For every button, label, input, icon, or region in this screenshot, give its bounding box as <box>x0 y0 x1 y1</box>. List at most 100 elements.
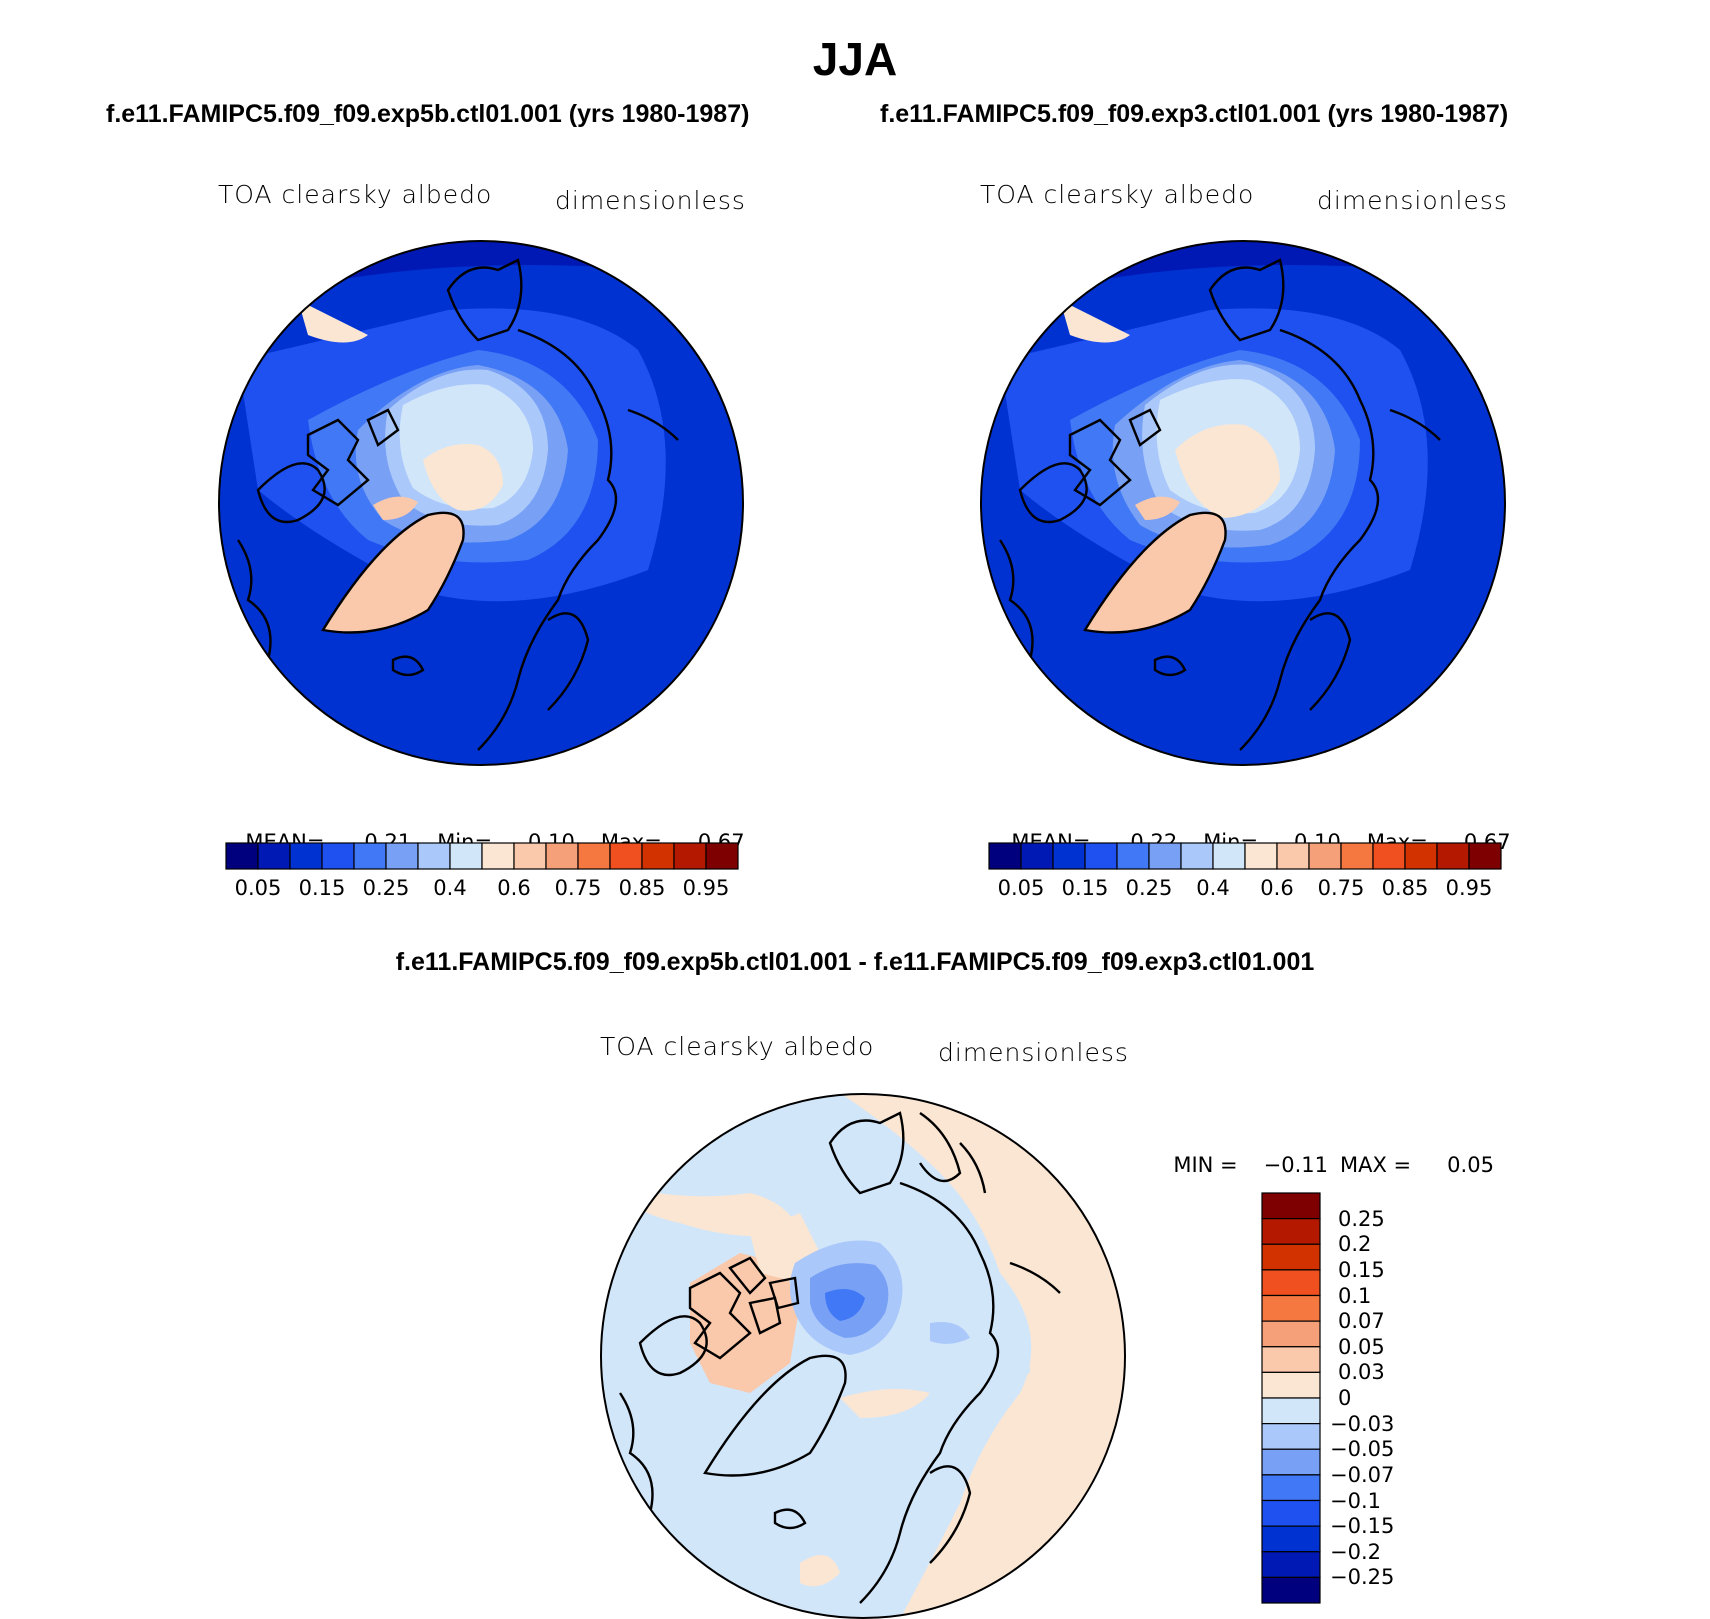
colorbar-swatch <box>641 842 675 870</box>
map-exp5b <box>218 240 744 766</box>
colorbar-tick-label: 0.4 <box>433 876 467 900</box>
colorbar-tick-label: −0.1 <box>1330 1488 1381 1513</box>
colorbar-tick-label: 0.95 <box>682 876 730 900</box>
colorbar-swatch <box>1261 1192 1321 1220</box>
colorbar-tick-label: 0.25 <box>1125 876 1173 900</box>
colorbar-swatch <box>417 842 451 870</box>
colorbar-tick-label: 0.15 <box>1061 876 1109 900</box>
colorbar-swatch <box>257 842 291 870</box>
colorbar-tick-label: 0.95 <box>1445 876 1493 900</box>
colorbar-difference <box>1261 1192 1321 1604</box>
colorbar-swatch <box>577 842 611 870</box>
colorbar-difference-labels: 0.25 0.2 0.15 0.1 0.07 0.05 0.03 0 −0.03 −0.05 −0.… <box>1330 1193 1450 1603</box>
colorbar-tick-label: 0.07 <box>1338 1309 1385 1334</box>
difference-title: f.e11.FAMIPC5.f09_f09.exp5b.ctl01.001 - … <box>395 948 1315 976</box>
colorbar-swatch <box>1261 1423 1321 1450</box>
colorbar-tick-label: 0.05 <box>234 876 282 900</box>
case-left-title: f.e11.FAMIPC5.f09_f09.exp5b.ctl01.001 (y… <box>106 100 750 128</box>
colorbar-swatch <box>673 842 707 870</box>
colorbar-swatch <box>1116 842 1150 870</box>
colorbar-tick-label: 0.85 <box>618 876 666 900</box>
colorbar-swatch <box>988 842 1022 870</box>
colorbar-tick-label: 0.03 <box>1338 1360 1385 1385</box>
colorbar-swatch <box>385 842 419 870</box>
colorbar-tick-label: 0.4 <box>1196 876 1230 900</box>
map-exp3 <box>980 240 1506 766</box>
colorbar-tick-label: 0.75 <box>1317 876 1365 900</box>
panel1-variable: TOA clearsky albedo <box>218 180 493 209</box>
colorbar-swatch <box>1261 1448 1321 1476</box>
colorbar-abs-2 <box>988 842 1502 870</box>
colorbar-swatch <box>225 842 259 870</box>
colorbar-swatch <box>289 842 323 870</box>
panel3-max-label: MAX = <box>1340 1153 1412 1177</box>
colorbar-swatch <box>1261 1371 1321 1399</box>
panel2-units: dimensionless <box>1317 186 1508 215</box>
colorbar-swatch <box>1276 842 1310 870</box>
panel3-stats: MIN = −0.11 MAX = 0.05 <box>1160 1129 1494 1177</box>
colorbar-swatch <box>481 842 515 870</box>
colorbar-swatch <box>1261 1525 1321 1553</box>
colorbar-tick-label: 0.6 <box>497 876 531 900</box>
colorbar-swatch <box>705 842 739 870</box>
colorbar-swatch <box>449 842 483 870</box>
colorbar-swatch <box>1261 1269 1321 1297</box>
colorbar-swatch <box>1308 842 1342 870</box>
colorbar-tick-label: 0.05 <box>1338 1334 1385 1359</box>
colorbar-swatch <box>1052 842 1086 870</box>
colorbar-swatch <box>513 842 547 870</box>
case-right-title: f.e11.FAMIPC5.f09_f09.exp3.ctl01.001 (yr… <box>880 100 1509 128</box>
colorbar-abs-1 <box>225 842 739 870</box>
colorbar-tick-label: 0.75 <box>554 876 602 900</box>
colorbar-swatch <box>1261 1218 1321 1245</box>
colorbar-tick-label: 0 <box>1338 1386 1352 1410</box>
colorbar-tick-label: 0.15 <box>1338 1257 1385 1282</box>
colorbar-swatch <box>1261 1294 1321 1322</box>
colorbar-swatch <box>1212 842 1246 870</box>
colorbar-swatch <box>1261 1397 1321 1425</box>
colorbar-swatch <box>1020 842 1054 870</box>
colorbar-swatch <box>1436 842 1470 870</box>
colorbar-tick-label: 0.15 <box>298 876 346 900</box>
colorbar-tick-label: 0.25 <box>362 876 410 900</box>
colorbar-swatch <box>1180 842 1214 870</box>
panel3-max-value: 0.05 <box>1447 1153 1494 1177</box>
colorbar-swatch <box>1261 1499 1321 1527</box>
colorbar-swatch <box>321 842 355 870</box>
colorbar-abs-2-labels: 0.05 0.15 0.25 0.4 0.6 0.75 0.85 0.95 <box>989 876 1501 902</box>
colorbar-abs-1-labels: 0.05 0.15 0.25 0.4 0.6 0.75 0.85 0.95 <box>226 876 738 902</box>
colorbar-swatch <box>1261 1320 1321 1348</box>
panel3-min-label: MIN = <box>1173 1153 1238 1177</box>
colorbar-tick-label: −0.07 <box>1330 1462 1395 1487</box>
colorbar-tick-label: −0.25 <box>1330 1565 1395 1590</box>
figure-title: JJA <box>812 33 898 85</box>
map-difference <box>600 1093 1126 1619</box>
colorbar-tick-label: −0.03 <box>1330 1411 1395 1436</box>
colorbar-swatch <box>545 842 579 870</box>
panel3-min-value: −0.11 <box>1263 1153 1329 1177</box>
panel1-units: dimensionless <box>555 186 746 215</box>
colorbar-swatch <box>1261 1243 1321 1271</box>
colorbar-swatch <box>1468 842 1502 870</box>
colorbar-swatch <box>1261 1551 1321 1578</box>
panel2-variable: TOA clearsky albedo <box>980 180 1255 209</box>
colorbar-tick-label: 0.05 <box>997 876 1045 900</box>
colorbar-swatch <box>1148 842 1182 870</box>
colorbar-tick-label: 0.85 <box>1381 876 1429 900</box>
panel3-variable: TOA clearsky albedo <box>600 1032 875 1061</box>
colorbar-swatch <box>609 842 643 870</box>
colorbar-swatch <box>353 842 387 870</box>
colorbar-tick-label: 0.1 <box>1338 1283 1372 1308</box>
colorbar-swatch <box>1244 842 1278 870</box>
colorbar-swatch <box>1261 1474 1321 1502</box>
colorbar-tick-label: 0.2 <box>1338 1232 1372 1257</box>
colorbar-swatch <box>1404 842 1438 870</box>
colorbar-swatch <box>1261 1346 1321 1373</box>
colorbar-tick-label: 0.25 <box>1338 1206 1385 1231</box>
colorbar-tick-label: −0.15 <box>1330 1514 1395 1539</box>
panel3-units: dimensionless <box>938 1038 1129 1067</box>
colorbar-swatch <box>1261 1576 1321 1604</box>
colorbar-tick-label: −0.05 <box>1330 1437 1395 1462</box>
colorbar-tick-label: −0.2 <box>1330 1539 1381 1564</box>
colorbar-swatch <box>1372 842 1406 870</box>
